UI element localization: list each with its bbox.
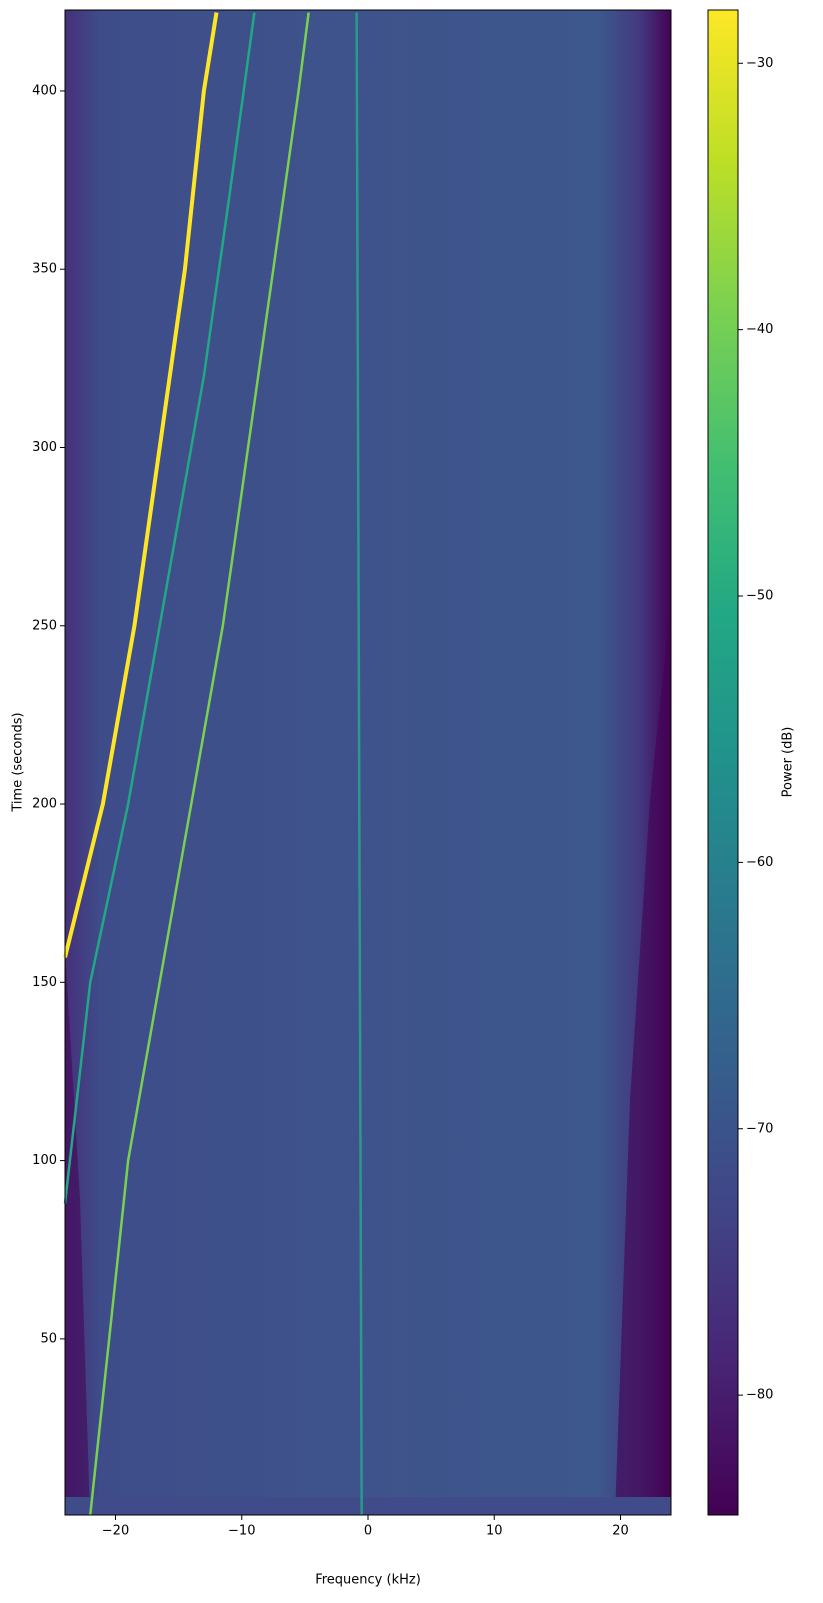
y-tick-label: 250 — [32, 618, 57, 633]
y-tick-label: 150 — [32, 975, 57, 990]
colorbar-tick-label: −80 — [746, 1388, 773, 1403]
colorbar-tick-label: −60 — [746, 855, 773, 870]
signal-trace — [89, 12, 310, 1516]
x-tick-label: 10 — [486, 1524, 503, 1539]
x-tick-label: −20 — [102, 1524, 129, 1539]
signal-trace — [63, 12, 256, 1204]
spectrogram-background — [65, 10, 671, 1515]
colorbar-tick-label: −70 — [746, 1121, 773, 1136]
x-axis-label: Frequency (kHz) — [315, 1573, 421, 1588]
colorbar-tick-label: −50 — [746, 589, 773, 604]
colorbar-tick-label: −40 — [746, 322, 773, 337]
y-tick-label: 300 — [32, 440, 57, 455]
low-power-region — [615, 600, 671, 1515]
y-tick-label: 200 — [32, 797, 57, 812]
plot-area — [63, 12, 363, 1516]
colorbar-label: Power (dB) — [781, 727, 796, 798]
y-tick-label: 400 — [32, 83, 57, 98]
x-tick-label: 20 — [612, 1524, 629, 1539]
signal-trace — [63, 12, 219, 958]
y-tick-label: 100 — [32, 1153, 57, 1168]
y-axis-label: Time (seconds) — [11, 712, 26, 812]
y-tick-label: 50 — [40, 1331, 57, 1346]
colorbar — [707, 9, 739, 1516]
bottom-band — [65, 1497, 671, 1515]
signal-trace — [355, 12, 363, 1516]
x-tick-label: −10 — [228, 1524, 255, 1539]
x-tick-label: 0 — [364, 1524, 372, 1539]
colorbar-tick-label: −30 — [746, 56, 773, 71]
y-tick-label: 350 — [32, 262, 57, 277]
